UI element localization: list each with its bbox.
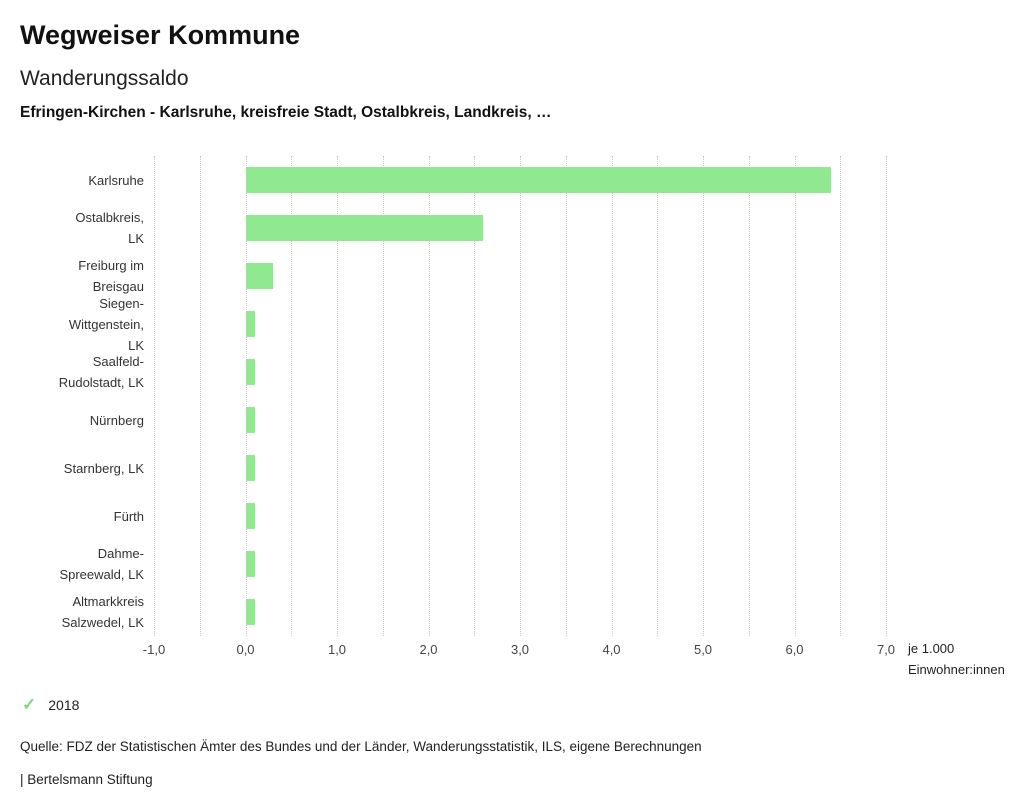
y-axis-label: Siegen- Wittgenstein, LK (68, 295, 144, 353)
gridline (611, 156, 613, 636)
y-axis-label: Dahme- Spreewald, LK (59, 546, 144, 582)
gridline (886, 156, 887, 636)
chart-bar (245, 599, 255, 625)
chart-description: Efringen-Kirchen - Karlsruhe, kreisfreie… (20, 104, 552, 121)
chart-bar (245, 215, 484, 241)
y-axis-label: Starnberg, LK (63, 460, 144, 476)
y-axis-label: Fürth (113, 508, 144, 524)
gridline (565, 156, 567, 636)
y-axis-label: Karlsruhe (88, 172, 144, 188)
brand-text: | Bertelsmann Stiftung (20, 772, 153, 787)
x-axis-tick-label: 4,0 (602, 642, 621, 657)
x-axis: -1,0 0,0 1,0 2,0 3,0 4,0 5,0 6,0 7,0 (143, 642, 895, 664)
y-axis: Karlsruhe Ostalbkreis, LK Freiburg im Breisg… (20, 156, 144, 664)
x-axis-tick-label: 7,0 (876, 642, 896, 657)
chart-bar (245, 407, 255, 433)
legend-item-2018[interactable]: ✓ 2018 (22, 696, 1004, 713)
bar-row (154, 396, 886, 444)
chart-title: Wanderungssaldo (20, 67, 189, 90)
x-axis-tick-label: 0,0 (236, 642, 255, 657)
bar-row (154, 204, 886, 252)
gridline (154, 156, 155, 636)
source-text: Quelle: FDZ der Statistischen Ämter des … (20, 739, 702, 754)
chart-bar (245, 263, 273, 289)
x-axis-tick-label: 2,0 (419, 642, 438, 657)
plot-wrap: -1,0 0,0 1,0 2,0 3,0 4,0 5,0 6,0 7,0 je 1.000 Ei… (143, 156, 1005, 677)
gridline (199, 156, 201, 636)
y-axis-label: Saalfeld- Rudolstadt, LK (58, 354, 144, 390)
gridline (657, 156, 659, 636)
bar-row (154, 348, 886, 396)
x-axis-tick-label: 5,0 (693, 642, 713, 657)
axis-unit-label: je 1.000 Einwohner:innen (908, 638, 1024, 680)
y-axis-label: Nürnberg (89, 412, 144, 428)
x-axis-tick-label: 3,0 (510, 642, 530, 657)
bar-row (154, 444, 886, 492)
chart-bar (245, 503, 255, 529)
gridline (840, 156, 842, 636)
gridline (748, 156, 750, 636)
y-axis-label: Ostalbkreis, LK (75, 210, 144, 246)
gridline (245, 156, 247, 636)
bar-row (154, 300, 886, 348)
gridline (337, 156, 338, 636)
gridline (428, 156, 430, 636)
bar-row (154, 588, 886, 636)
bar-row (154, 492, 886, 540)
y-axis-label: Altmarkkreis Salzwedel, LK (61, 594, 144, 630)
bar-row (154, 540, 886, 588)
chart-bar (245, 167, 832, 193)
plot-area (154, 156, 887, 636)
gridline (291, 156, 293, 636)
check-icon: ✓ (22, 695, 37, 714)
chart-bar (245, 311, 255, 337)
gridline (520, 156, 521, 636)
chart-bar (245, 359, 255, 385)
gridline (382, 156, 384, 636)
x-axis-tick-label: 6,0 (785, 642, 804, 657)
x-axis-tick-label: -1,0 (142, 642, 166, 657)
axis-unit-line-1: je 1.000 (908, 641, 955, 656)
legend-label: 2018 (48, 696, 80, 713)
axis-unit-line-2: Einwohner:innen (908, 662, 1005, 677)
chart-bar (245, 551, 255, 577)
chart-bar (245, 455, 255, 481)
gridline (794, 156, 796, 636)
x-axis-tick-label: 1,0 (327, 642, 347, 657)
bar-row (154, 156, 886, 204)
gridline (703, 156, 704, 636)
gridline (474, 156, 476, 636)
page-title: Wegweiser Kommune (20, 20, 301, 50)
chart: Karlsruhe Ostalbkreis, LK Freiburg im Breisg… (20, 156, 1005, 677)
y-axis-label: Freiburg im Breisgau (78, 258, 144, 294)
bar-row (154, 252, 886, 300)
